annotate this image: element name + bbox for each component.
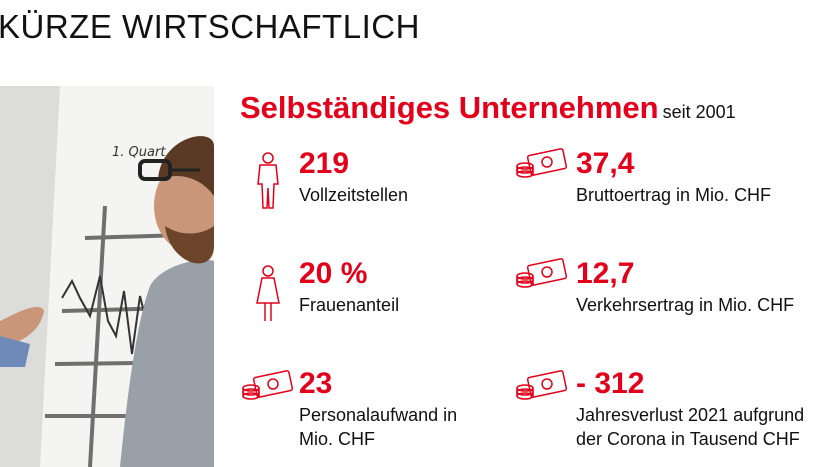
- stat-label: Jahresverlust 2021 aufgrund der Corona i…: [576, 403, 804, 451]
- flipchart-caption: 1. Quart: [112, 145, 166, 160]
- stat-value: 23: [299, 367, 333, 400]
- stat-label: Frauenanteil: [299, 295, 400, 315]
- stat-label-line: Personalaufwand in: [299, 405, 458, 425]
- money-icon: [516, 370, 568, 400]
- stat-label: Bruttoertrag in Mio. CHF: [576, 185, 772, 205]
- headline-main: Selbständiges Unternehmen: [240, 90, 659, 125]
- headline: Selbständiges Unternehmen seit 2001: [240, 90, 736, 126]
- flipchart-photo: 1. Quart: [0, 86, 214, 467]
- stat-value: 219: [299, 147, 350, 180]
- money-icon: [242, 370, 294, 400]
- stat-label: Personalaufwand in Mio. CHF: [299, 403, 457, 451]
- person-icon: [257, 152, 279, 209]
- stat-label: Verkehrsertrag in Mio. CHF: [576, 295, 795, 315]
- headline-suffix: seit 2001: [662, 102, 736, 122]
- money-icon: [516, 148, 568, 178]
- stat-value: 20 %: [299, 257, 368, 290]
- stat-label-line: Mio. CHF: [299, 429, 375, 449]
- stat-value: - 312: [576, 367, 645, 400]
- stat-value: 37,4: [576, 147, 635, 180]
- stat-value: 12,7: [576, 257, 635, 290]
- stat-label-line: der Corona in Tausend CHF: [576, 429, 800, 449]
- stat-label: Vollzeitstellen: [299, 185, 409, 205]
- page-title: KÜRZE WIRTSCHAFTLICH: [0, 8, 420, 45]
- money-icon: [516, 258, 568, 288]
- stat-label-line: Jahresverlust 2021 aufgrund: [576, 405, 805, 425]
- woman-icon: [256, 265, 280, 321]
